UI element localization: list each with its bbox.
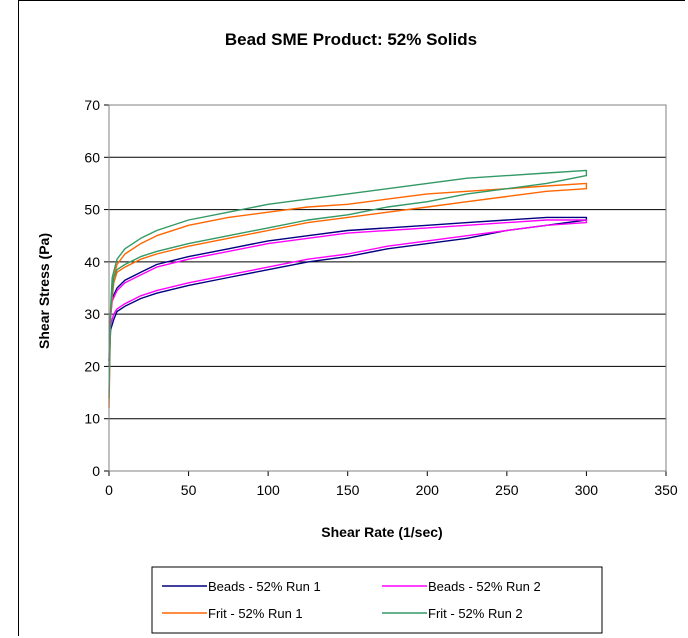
x-tick-label: 150 — [336, 482, 360, 498]
x-tick-labels: 0 50 100 150 200 250 300 350 — [105, 482, 678, 498]
x-tick-label: 300 — [575, 482, 599, 498]
legend-box — [151, 566, 603, 634]
legend: Beads - 52% Run 1 Beads - 52% Run 2 Frit -… — [151, 566, 603, 634]
series-line-beads-52-run-1 — [108, 216, 588, 367]
series-line-beads-52-run-2 — [108, 219, 588, 362]
x-tick-label: 350 — [654, 482, 678, 498]
chart-svg: Bead SME Product: 52% Solids 0 10 20 30 40 50… — [19, 1, 686, 637]
x-tick-label: 0 — [105, 482, 113, 498]
chart-background — [19, 1, 686, 637]
x-tick-label: 50 — [181, 482, 197, 498]
chart-title: Bead SME Product: 52% Solids — [225, 30, 477, 49]
x-tick-label: 200 — [416, 482, 440, 498]
legend-label-frit-52-run-1: Frit - 52% Run 1 — [208, 606, 303, 621]
y-tick-label: 70 — [84, 97, 100, 113]
y-tick-label: 30 — [84, 306, 100, 322]
y-tick-label: 40 — [84, 254, 100, 270]
legend-label-frit-52-run-2: Frit - 52% Run 2 — [428, 606, 523, 621]
y-tick-label: 0 — [92, 463, 100, 479]
legend-label-beads-52-run-2: Beads - 52% Run 2 — [428, 579, 541, 594]
series-line-frit-52-run-1 — [108, 182, 588, 409]
plot-area-border — [108, 104, 667, 472]
x-axis-label: Shear Rate (1/sec) — [321, 524, 442, 540]
legend-label-beads-52-run-1: Beads - 52% Run 1 — [208, 579, 321, 594]
y-tick-label: 50 — [84, 202, 100, 218]
chart-frame: Bead SME Product: 52% Solids 0 10 20 30 40 50… — [18, 0, 686, 637]
y-axis-label: Shear Stress (Pa) — [36, 233, 52, 349]
y-tick-label: 10 — [84, 411, 100, 427]
x-tick-label: 100 — [256, 482, 280, 498]
y-tick-labels: 0 10 20 30 40 50 60 70 — [84, 97, 100, 479]
y-tick-label: 20 — [84, 358, 100, 374]
series-lines — [108, 169, 588, 409]
series-line-frit-52-run-2 — [108, 169, 588, 398]
y-tick-label: 60 — [84, 149, 100, 165]
x-tick-label: 250 — [495, 482, 519, 498]
